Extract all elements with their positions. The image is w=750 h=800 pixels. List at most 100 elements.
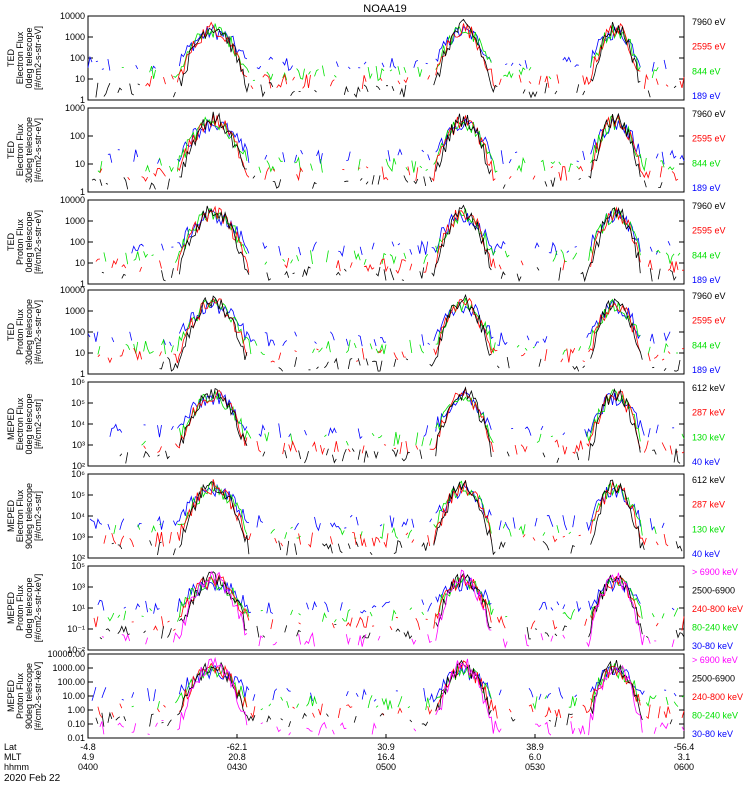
legend-entry: 30-80 keV (692, 641, 733, 651)
y-tick-label: 0.01 (67, 733, 85, 743)
y-tick-label: 10 (75, 74, 85, 84)
x-row-label: MLT (4, 752, 22, 762)
series-2595-ev (95, 205, 685, 274)
legend-entry: 80-240 keV (692, 711, 738, 721)
y-tick-label: 10⁴ (71, 511, 85, 521)
y-tick-label: 100 (70, 327, 85, 337)
series-7960-ev (101, 204, 677, 283)
y-tick-label: 10² (72, 461, 85, 471)
legend-entry: 240-800 keV (692, 692, 743, 702)
legend-entry: 2500-6900 (692, 674, 735, 684)
panel-3: 10000 1000 100 10 1 TED Proton Flux 0deg telesc… (6, 195, 726, 289)
x-tick-label: 6.0 (529, 752, 542, 762)
series-7960-ev (96, 19, 684, 97)
legend-entry: 240-800 keV (692, 604, 743, 614)
legend-entry: 7960 eV (692, 17, 726, 27)
legend-entry: 2595 eV (692, 316, 726, 326)
y-tick-label: 10⁴ (71, 419, 85, 429)
y-axis-label: Electron Flux (15, 123, 25, 176)
y-axis-label: Proton Flux (15, 308, 25, 355)
legend-entry: 844 eV (692, 340, 721, 350)
y-tick-label: 10000 (60, 11, 85, 21)
legend-entry: 287 keV (692, 408, 725, 418)
legend-entry: 130 keV (692, 432, 725, 442)
figure-title: NOAA19 (363, 3, 406, 15)
series-130-kev (141, 389, 685, 447)
panel-7: 10⁵ 10³ 10¹ 10⁻¹ 10⁻² MEPED Proton Flux 0deg te… (6, 561, 743, 655)
y-tick-label: 10.00 (62, 691, 85, 701)
y-axis-label: Proton Flux (15, 584, 25, 631)
legend-entry: 2595 eV (692, 42, 726, 52)
series-30-80-kev (92, 665, 680, 702)
x-tick-label: 0600 (674, 762, 694, 772)
date-label: 2020 Feb 22 (4, 773, 61, 784)
series-7960-ev (160, 295, 685, 371)
y-tick-label: 10000.00 (47, 649, 85, 659)
y-axis-label: Proton Flux (15, 672, 25, 719)
y-tick-label: 10 (75, 159, 85, 169)
y-tick-label: 1.00 (67, 705, 85, 715)
series--6900-kev (99, 656, 685, 736)
y-axis-label: 0deg telescope (24, 27, 34, 88)
y-tick-label: 10000 (60, 195, 85, 205)
y-tick-label: 1 (80, 369, 85, 379)
y-axis-label: [#/cm2-s-str] (33, 399, 43, 449)
series-287-kev (143, 386, 685, 456)
y-axis-label: 90deg telescope (24, 483, 34, 549)
y-tick-label: 1 (80, 187, 85, 197)
series-612-kev (111, 479, 683, 556)
y-axis-label: MEPED (6, 680, 16, 713)
series-287-kev (104, 479, 684, 547)
series-80-240-kev (131, 663, 685, 711)
panel-8: 10000.00 1000.00 100.00 10.00 1.00 0.10 0.01 ME… (6, 649, 743, 743)
x-tick-label: 30.9 (377, 742, 395, 752)
y-tick-label: 0.10 (67, 719, 85, 729)
legend-entry: 287 keV (692, 500, 725, 510)
y-tick-label: 100 (70, 53, 85, 63)
legend-entry: 40 keV (692, 457, 720, 467)
x-tick-label: 3.1 (678, 752, 691, 762)
series-2595-ev (97, 297, 685, 364)
y-tick-label: 10⁻² (67, 645, 85, 655)
legend-entry: 2500-6900 (692, 586, 735, 596)
y-tick-label: 100 (70, 237, 85, 247)
x-tick-label: -62.1 (227, 742, 248, 752)
y-tick-label: 1000.00 (52, 663, 85, 673)
y-tick-label: 10¹ (72, 603, 85, 613)
y-axis-label: TED (6, 140, 16, 159)
y-tick-label: 1000 (65, 216, 85, 226)
panel-5: 10⁶ 10⁵ 10⁴ 10³ 10² MEPED Electron Flux 0deg te… (6, 377, 725, 471)
y-axis-label: 30deg telescope (24, 299, 34, 365)
x-tick-label: -56.4 (674, 742, 695, 752)
y-axis-label: [#/cm2-s-str-eV] (33, 26, 43, 90)
y-tick-label: 10⁶ (71, 377, 85, 387)
y-tick-label: 1 (80, 95, 85, 105)
x-tick-label: -4.8 (80, 742, 96, 752)
y-axis-label: TED (6, 322, 16, 341)
legend-entry: 844 eV (692, 158, 721, 168)
y-tick-label: 1 (80, 279, 85, 289)
legend-entry: 7960 eV (692, 201, 726, 211)
y-axis-label: [#/cm2-s-str-eV] (33, 300, 43, 364)
x-tick-label: 0400 (78, 762, 98, 772)
y-axis-label: Electron Flux (15, 489, 25, 542)
x-tick-label: 38.9 (526, 742, 544, 752)
y-axis-label: [#/cm2-s-str-eV] (33, 118, 43, 182)
y-tick-label: 10⁵ (71, 398, 85, 408)
y-axis-label: Electron Flux (15, 31, 25, 84)
y-axis-label: TED (6, 232, 16, 251)
x-row-label: Lat (4, 742, 17, 752)
legend-entry: > 6900 keV (692, 567, 738, 577)
y-tick-label: 10⁵ (71, 490, 85, 500)
y-tick-label: 1000 (65, 32, 85, 42)
series-189-ev (107, 118, 685, 165)
y-tick-label: 10³ (72, 532, 85, 542)
series-240-800-kev (97, 660, 685, 720)
legend-entry: 189 eV (692, 365, 721, 375)
series-80-240-kev (107, 574, 679, 623)
y-axis-label: 0deg telescope (24, 577, 34, 638)
legend-entry: > 6900 keV (692, 655, 738, 665)
legend-entry: 2595 eV (692, 134, 726, 144)
